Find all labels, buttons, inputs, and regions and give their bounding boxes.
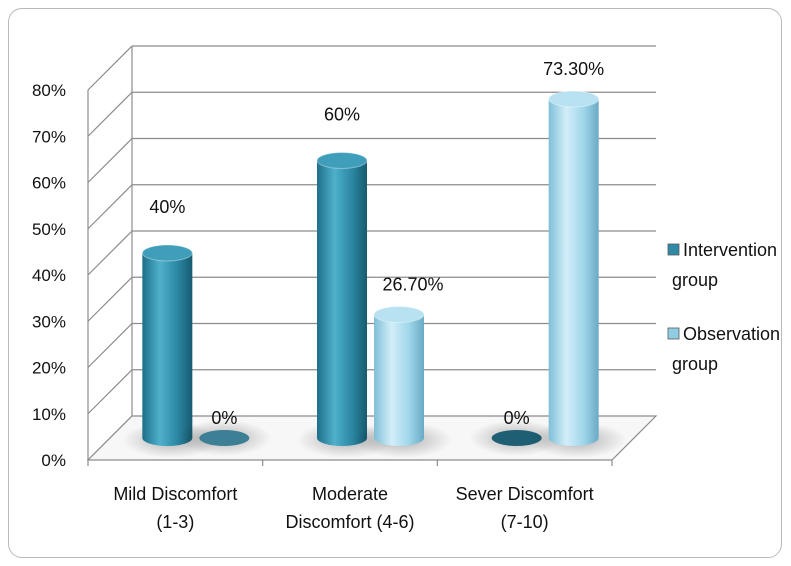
data-label: 40% <box>149 197 185 217</box>
y-tick-label: 0% <box>41 451 66 470</box>
legend-entry: Observation group <box>667 324 780 374</box>
gridline-side <box>87 276 133 322</box>
gridline-side <box>87 45 133 91</box>
bar-body <box>317 160 367 446</box>
bar-body <box>548 98 599 447</box>
category-label: Moderate <box>312 484 388 504</box>
category-labels: Mild Discomfort (1-3) Moderate Discomfort (… <box>113 484 593 532</box>
bar <box>528 90 627 458</box>
gridline-side <box>87 91 133 137</box>
legend-label: Intervention <box>683 240 777 260</box>
data-label: 73.30% <box>543 59 604 79</box>
chart-frame <box>8 8 782 558</box>
category-label: (1-3) <box>156 512 194 532</box>
legend-entry: Intervention group <box>667 240 777 290</box>
category-label: Mild Discomfort <box>113 484 237 504</box>
gridline-side <box>87 184 133 230</box>
y-tick-label: 60% <box>32 174 66 193</box>
bars <box>122 90 627 458</box>
legend-swatch <box>667 327 680 340</box>
bar-disc <box>199 430 250 446</box>
category-label: Sever Discomfort <box>456 484 594 504</box>
data-label: 0% <box>504 408 530 428</box>
legend: Intervention group Observation group <box>667 240 780 374</box>
y-tick-label: 70% <box>32 127 66 146</box>
category-label: Discomfort (4-6) <box>285 512 414 532</box>
legend-label: group <box>672 354 718 374</box>
category-label: (7-10) <box>501 512 549 532</box>
y-tick-label: 20% <box>32 359 66 378</box>
data-labels: 40% 60% 0% 0% 26.70% 73.30% <box>149 59 604 428</box>
data-label: 0% <box>211 408 237 428</box>
legend-label: Observation <box>683 324 780 344</box>
bar-body <box>374 314 424 446</box>
y-tick-label: 80% <box>32 81 66 100</box>
bar-top <box>316 152 368 169</box>
bar-body <box>142 253 193 446</box>
data-label: 60% <box>324 105 360 125</box>
legend-label: group <box>672 270 718 290</box>
gridline-side <box>87 369 133 415</box>
gridline-side <box>87 138 133 183</box>
y-tick-label: 10% <box>32 405 66 424</box>
y-tick-label: 40% <box>32 266 66 285</box>
bar <box>354 306 452 458</box>
data-label: 26.70% <box>382 275 443 295</box>
bar-top <box>548 90 600 108</box>
legend-swatch <box>667 243 680 256</box>
gridline-side <box>87 323 133 368</box>
bar-top <box>141 244 193 262</box>
bar-top <box>373 306 425 324</box>
y-tick-label: 30% <box>32 312 66 331</box>
bar <box>177 420 272 456</box>
gridline-side <box>87 230 133 276</box>
y-tick-label: 50% <box>32 220 66 239</box>
